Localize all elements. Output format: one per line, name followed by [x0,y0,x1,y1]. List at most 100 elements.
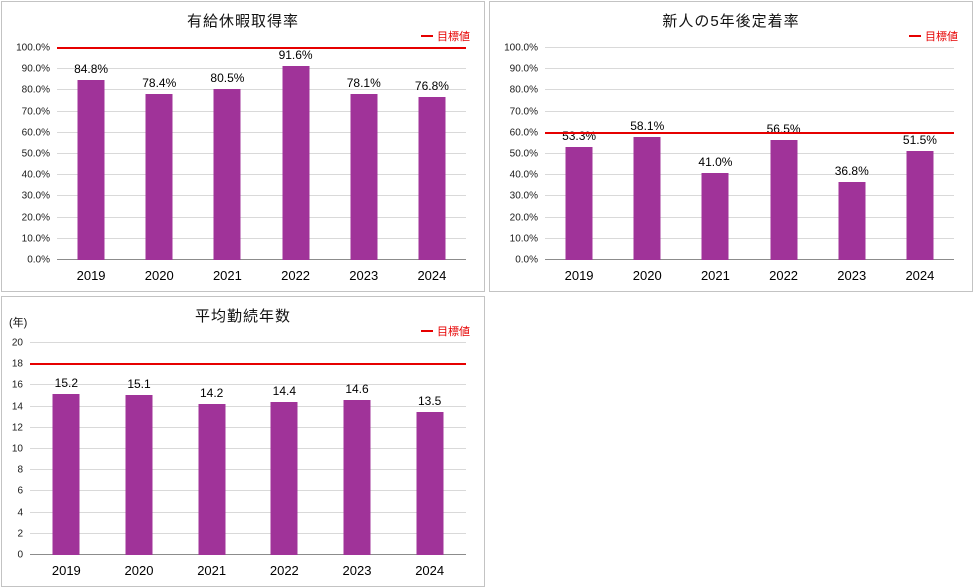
gridline [57,131,466,133]
x-tick-label-2023: 2023 [349,268,379,283]
value-label-2023: 14.6 [345,382,369,397]
chart-title: 有給休暇取得率 [186,13,299,30]
bar-2019 [52,393,80,555]
value-label-2022: 14.4 [272,384,297,399]
x-tick-label-2024: 2024 [417,268,447,283]
y-tick-label: 100.0% [16,42,50,54]
y-tick-label: 70.0% [509,106,538,118]
value-label-2023: 78.1% [346,76,381,91]
gridline [545,237,954,239]
x-tick-label-2022: 2022 [769,268,799,283]
target-line [545,131,954,134]
bar-2022 [270,402,298,555]
bar-2020 [125,394,153,555]
bar-2020 [633,136,661,260]
bar-2022 [282,65,310,260]
y-tick-label: 8 [17,464,23,476]
gridline [30,405,466,407]
x-tick-label-2020: 2020 [632,268,662,283]
gridline [30,342,466,343]
y-tick-label: 60.0% [509,127,538,139]
y-tick-label: 0.0% [27,254,50,266]
bar-2019 [77,80,105,260]
gridline [545,68,954,70]
target-line-legend-icon [421,35,433,37]
bar-2024 [906,150,934,260]
x-tick-label-2019: 2019 [76,268,106,283]
gridline [545,216,954,218]
target-legend: 目標値 [421,28,470,44]
y-tick-label: 20 [11,337,23,349]
x-tick-label-2020: 2020 [124,563,154,578]
gridline [57,110,466,112]
y-tick-label: 90.0% [509,63,538,75]
gridline [30,469,466,471]
bar-2020 [145,93,173,260]
y-tick-label: 40.0% [21,169,50,181]
gridline [57,216,466,218]
y-tick-label: 18 [11,358,23,370]
gridline [30,532,466,534]
x-tick-label-2021: 2021 [700,268,730,283]
target-line-legend-icon [421,330,433,332]
x-tick-label-2019: 2019 [564,268,594,283]
y-tick-label: 70.0% [21,106,50,118]
gridline [57,174,466,176]
target-legend-label: 目標値 [437,326,470,338]
value-label-2019: 15.2 [54,375,79,390]
x-axis-line [57,259,466,260]
x-tick-label-2024: 2024 [905,268,935,283]
x-tick-label-2020: 2020 [144,268,174,283]
target-line [30,363,466,366]
bar-2023 [350,94,378,260]
gridline [30,448,466,449]
plot-area: 0.0% 10.0% 20.0% 30.0% 40.0% 50.0% 60.0% 70.0% 8… [16,43,466,283]
x-tick-label-2019: 2019 [51,563,81,578]
chart-panel-paid-leave-rate: 有給休暇取得率 目標値 0.0% 10.0% 20.0% 30.0% 40.0% 50.0… [1,1,485,292]
target-legend-label: 目標値 [925,31,958,43]
bar-2022 [770,140,798,260]
x-tick-label-2023: 2023 [837,268,867,283]
value-label-2023: 36.8% [834,163,869,178]
gridline [545,110,954,112]
y-tick-label: 12 [11,422,23,434]
bar-2021 [701,173,729,260]
target-legend: 目標値 [909,28,958,44]
x-tick-label-2021: 2021 [212,268,242,283]
target-line-legend-icon [909,35,921,37]
x-tick-label-2022: 2022 [269,563,299,578]
value-label-2021: 14.2 [199,386,224,401]
y-tick-label: 16 [11,379,23,391]
y-tick-label: 30.0% [509,190,538,202]
x-tick-label-2022: 2022 [281,268,311,283]
value-label-2019: 84.8% [74,62,109,77]
gridline [57,68,466,70]
target-legend: 目標値 [421,323,470,339]
y-tick-label: 40.0% [509,169,538,181]
plot-area: 0.0% 10.0% 20.0% 30.0% 40.0% 50.0% 60.0% 70.0% 8… [504,43,954,283]
target-line [57,47,466,49]
gridline [57,195,466,197]
y-tick-label: 6 [17,485,23,497]
y-tick-label: 2 [17,528,23,540]
bar-2019 [565,147,593,260]
gridline [545,89,954,91]
value-label-2022: 91.6% [278,47,313,62]
target-legend-label: 目標値 [437,31,470,43]
x-axis-line [30,554,466,555]
gridline [545,195,954,197]
bar-2023 [838,181,866,260]
value-label-2020: 15.1 [127,376,151,391]
value-label-2020: 78.4% [142,75,177,90]
y-tick-label: 50.0% [509,148,538,160]
chart-panel-average-tenure: 平均勤続年数 (年) 目標値 0 2 4 6 8 10 12 14 16 18 20 15.2 2019… [1,296,485,587]
gridline [30,511,466,513]
bar-2021 [213,89,241,260]
gridline [545,153,954,154]
y-tick-label: 90.0% [21,63,50,75]
value-label-2024: 76.8% [414,79,449,94]
y-tick-label: 14 [11,401,23,413]
value-label-2024: 51.5% [902,132,937,147]
gridline [30,426,466,428]
chart-panel-retention-rate: 新人の5年後定着率 目標値 0.0% 10.0% 20.0% 30.0% 40.0% 50… [489,1,973,292]
